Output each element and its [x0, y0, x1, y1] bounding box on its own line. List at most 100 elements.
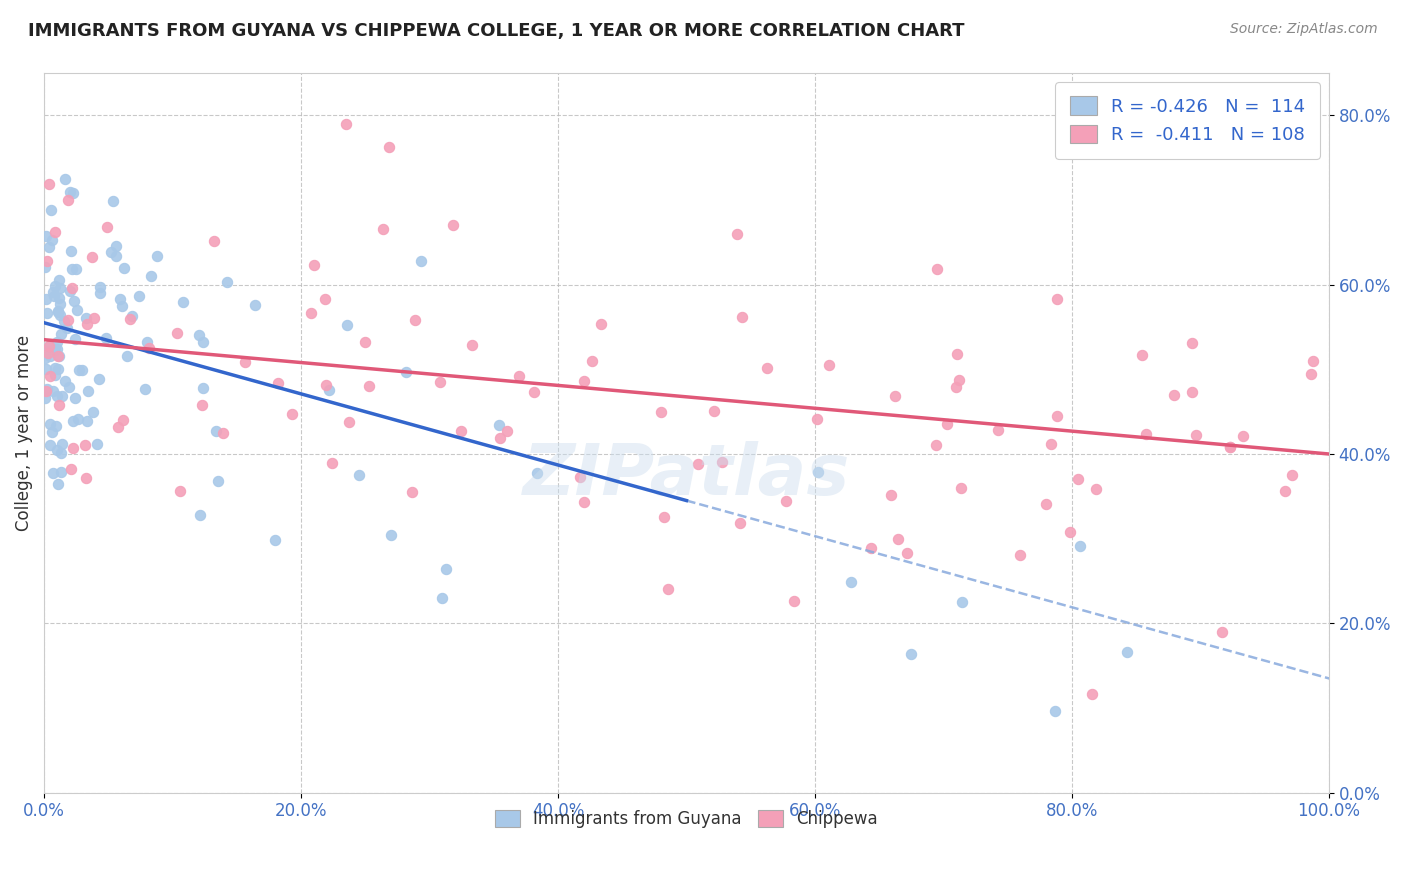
Point [1046, 292, 1069, 306]
Point [1302, 354, 1324, 368]
Point [806, 412, 828, 426]
Point [118, 312, 141, 326]
Point [44, 278, 66, 293]
Point [652, 509, 675, 524]
Point [53, 172, 76, 186]
Point [121, 309, 143, 323]
Point [775, 493, 797, 508]
Point [65, 332, 87, 346]
Point [103, 194, 125, 209]
Point [100, 244, 122, 259]
Point [59, 284, 82, 298]
Point [39, 438, 62, 452]
Point [76, 317, 98, 331]
Point [89, 285, 111, 300]
Point [35, 343, 58, 358]
Point [75, 471, 97, 485]
Point [188, 327, 211, 342]
Point [94, 331, 117, 345]
Point [188, 508, 211, 522]
Point [58, 193, 80, 207]
Point [925, 438, 948, 452]
Point [46, 362, 69, 376]
Point [51, 437, 73, 451]
Point [51, 389, 73, 403]
Point [48, 399, 70, 413]
Point [70, 363, 93, 377]
Point [987, 424, 1010, 438]
Point [263, 533, 285, 548]
Point [441, 218, 464, 232]
Point [488, 417, 510, 432]
Point [377, 140, 399, 154]
Point [335, 117, 357, 131]
Point [108, 292, 131, 306]
Point [568, 470, 591, 484]
Point [496, 424, 519, 438]
Point [172, 295, 194, 310]
Text: Source: ZipAtlas.com: Source: ZipAtlas.com [1230, 22, 1378, 37]
Point [725, 227, 748, 241]
Point [35, 228, 58, 243]
Point [45, 419, 67, 434]
Point [62, 414, 84, 428]
Point [56, 313, 79, 327]
Point [65, 261, 87, 276]
Point [89, 280, 111, 294]
Point [380, 527, 402, 541]
Point [1181, 335, 1204, 350]
Text: ZIPatlas: ZIPatlas [523, 442, 851, 510]
Point [434, 562, 457, 576]
Point [1115, 644, 1137, 658]
Point [112, 260, 135, 275]
Point [1043, 704, 1066, 718]
Point [207, 474, 229, 488]
Point [76, 384, 98, 398]
Point [49, 308, 72, 322]
Point [51, 445, 73, 459]
Point [950, 595, 973, 609]
Point [1219, 440, 1241, 454]
Point [488, 431, 510, 445]
Point [461, 337, 484, 351]
Point [404, 312, 426, 326]
Point [49, 281, 72, 295]
Point [526, 466, 548, 480]
Point [46, 442, 69, 457]
Point [572, 375, 595, 389]
Point [58, 380, 80, 394]
Point [59, 185, 82, 199]
Point [883, 389, 905, 403]
Point [572, 495, 595, 509]
Point [589, 317, 612, 331]
Point [112, 413, 135, 427]
Point [65, 391, 87, 405]
Point [818, 358, 841, 372]
Point [53, 374, 76, 388]
Point [34, 391, 56, 405]
Point [166, 326, 188, 340]
Point [59, 244, 82, 259]
Point [336, 318, 359, 332]
Point [354, 335, 377, 350]
Point [859, 541, 882, 556]
Point [44, 368, 66, 383]
Point [41, 202, 63, 217]
Point [710, 455, 733, 469]
Point [38, 178, 60, 192]
Point [281, 407, 304, 421]
Point [430, 591, 453, 605]
Point [1163, 387, 1185, 401]
Point [1059, 524, 1081, 539]
Point [83, 310, 105, 325]
Point [935, 417, 957, 431]
Point [134, 382, 156, 396]
Point [1084, 482, 1107, 496]
Point [1010, 548, 1032, 562]
Point [879, 488, 901, 502]
Legend: Immigrants from Guyana, Chippewa: Immigrants from Guyana, Chippewa [488, 803, 884, 835]
Point [1281, 468, 1303, 483]
Point [96, 220, 118, 235]
Point [67, 363, 90, 377]
Point [35, 362, 58, 376]
